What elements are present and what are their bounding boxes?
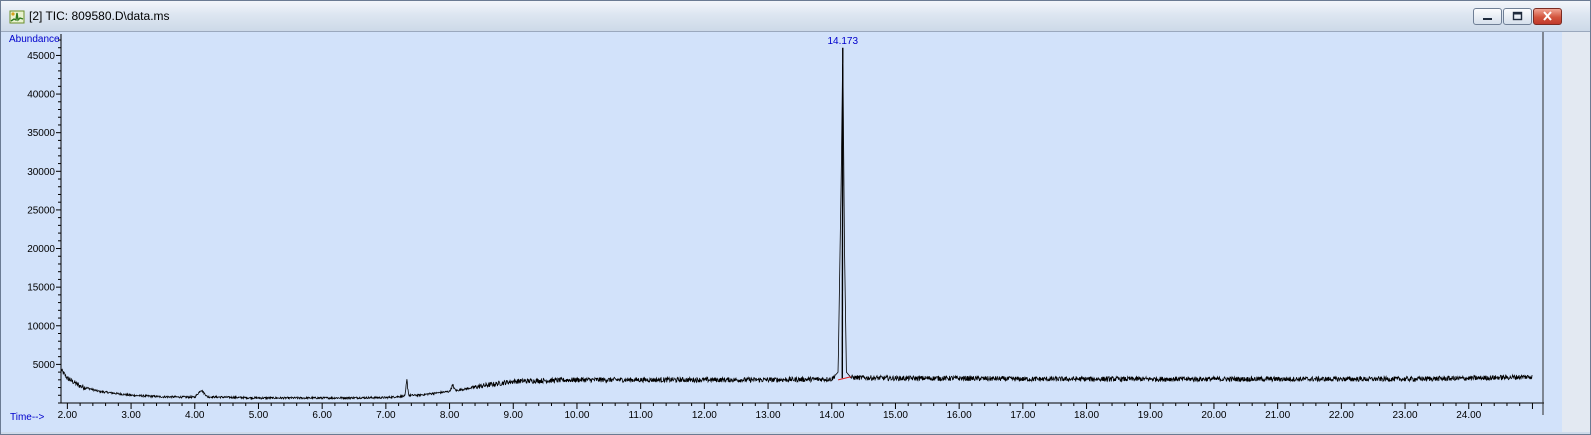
y-tick-label: 20000 — [27, 244, 55, 255]
x-tick-label: 9.00 — [504, 410, 524, 421]
close-icon — [1543, 11, 1552, 21]
y-axis: 5000 10000 15000 20000 25000 30000 35000 40000 4… — [27, 34, 62, 404]
peak-label: 14.173 — [827, 36, 858, 47]
trace-group — [60, 47, 1533, 401]
plot-background — [1, 32, 1562, 432]
x-tick-label: 8.00 — [440, 410, 460, 421]
x-tick-label: 17.00 — [1010, 410, 1035, 421]
right-border-strip — [1562, 32, 1590, 432]
x-tick-label: 14.00 — [819, 410, 844, 421]
y-tick-label: 15000 — [27, 283, 55, 294]
y-tick-label: 35000 — [27, 128, 55, 139]
x-tick-label: 24.00 — [1456, 410, 1481, 421]
restore-button[interactable] — [1503, 8, 1532, 25]
x-tick-label: 7.00 — [376, 410, 396, 421]
x-tick-label: 12.00 — [692, 410, 717, 421]
tic-trace — [60, 63, 1533, 401]
annotation-group: 14.173 — [827, 36, 858, 47]
x-axis-label: Time--> — [10, 412, 45, 423]
x-tick-label: 4.00 — [185, 410, 205, 421]
restore-icon — [1512, 11, 1523, 21]
plot-area-frame: 5000 10000 15000 20000 25000 30000 35000 40000 4… — [1, 32, 1590, 432]
minimize-button[interactable] — [1473, 8, 1502, 25]
minimize-icon — [1483, 18, 1492, 20]
x-tick-label: 16.00 — [947, 410, 972, 421]
title-bar[interactable]: [2] TIC: 809580.D\data.ms — [1, 1, 1590, 32]
x-tick-label: 21.00 — [1265, 410, 1290, 421]
integration-baseline — [838, 376, 851, 381]
x-tick-label: 11.00 — [629, 410, 654, 421]
x-tick-label: 22.00 — [1329, 410, 1354, 421]
x-axis: 2.00 3.00 4.00 5.00 6.00 7.00 8.00 9.00 10.00 11.… — [58, 32, 1544, 421]
y-tick-label: 10000 — [27, 321, 55, 332]
window-title: [2] TIC: 809580.D\data.ms — [29, 9, 170, 23]
peak-apex — [841, 47, 844, 379]
y-tick-label: 40000 — [27, 90, 55, 101]
y-tick-label: 25000 — [27, 205, 55, 216]
y-tick-label: 30000 — [27, 167, 55, 178]
x-tick-label: 18.00 — [1074, 410, 1099, 421]
close-button[interactable] — [1533, 8, 1562, 25]
x-tick-label: 3.00 — [121, 410, 141, 421]
y-axis-label: Abundance — [9, 34, 60, 45]
chromatogram-icon — [9, 10, 25, 24]
y-tick-label: 45000 — [27, 51, 55, 62]
x-tick-label: 6.00 — [312, 410, 332, 421]
x-tick-label: 19.00 — [1138, 410, 1163, 421]
x-tick-label: 20.00 — [1201, 410, 1226, 421]
x-tick-label: 2.00 — [58, 410, 78, 421]
x-tick-label: 23.00 — [1393, 410, 1418, 421]
x-tick-label: 5.00 — [249, 410, 269, 421]
x-tick-label: 10.00 — [564, 410, 589, 421]
x-tick-label: 13.00 — [756, 410, 781, 421]
x-tick-label: 15.00 — [883, 410, 908, 421]
tic-chart[interactable]: 5000 10000 15000 20000 25000 30000 35000 40000 4… — [1, 32, 1562, 432]
y-tick-label: 5000 — [33, 360, 56, 371]
